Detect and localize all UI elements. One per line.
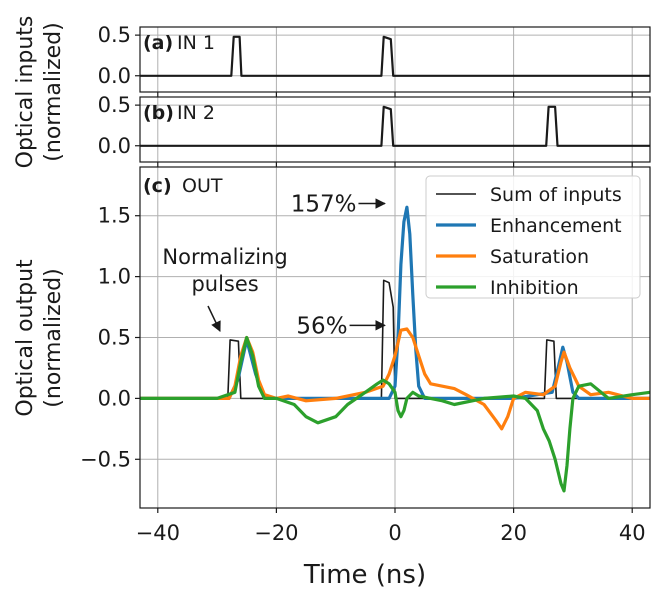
legend-label-inhibition: Inhibition <box>490 277 579 299</box>
legend-label-saturation: Saturation <box>490 246 589 268</box>
legend-label-sum-of-inputs: Sum of inputs <box>490 184 622 206</box>
legend-box <box>425 175 641 299</box>
x-tick-label: −40 <box>136 521 180 545</box>
series-line-sum-of-inputs <box>140 279 650 400</box>
legend-label-enhancement: Enhancement <box>490 215 622 237</box>
panel-a: 0.0 0.5 (a) IN 1 <box>98 23 651 97</box>
panel-a-grid <box>140 27 650 92</box>
panel-a-series <box>140 35 650 77</box>
y-tick-label: 1.5 <box>98 204 131 228</box>
panel-c-ticks: −40 −20 0 20 40 −0.5 0.0 0.5 1.0 1.5 <box>80 204 646 545</box>
y-tick-label: −0.5 <box>80 447 131 471</box>
x-axis-label: Time (ns) <box>303 560 426 590</box>
annotation-label: 157% <box>291 192 357 218</box>
panel-a-frame <box>139 26 651 93</box>
panel-b: 0.0 0.5 (b) IN 2 <box>98 93 651 167</box>
annotation-normalizing-line: Normalizing <box>162 245 287 269</box>
panel-c-series <box>140 205 651 493</box>
panel-b-series <box>140 105 650 147</box>
panel-c: −40 −20 0 20 40 −0.5 0.0 0.5 1.0 1.5 (c) OUT 157%… <box>80 166 651 590</box>
panel-c-label: (c) <box>143 175 172 197</box>
panel-b-title: IN 2 <box>177 102 215 124</box>
panel-b-label: (b) <box>143 102 174 124</box>
panel-a-label: (a) <box>143 32 173 54</box>
panel-b-ticks: 0.0 0.5 <box>98 93 633 167</box>
panel-c-annotations: 157% 56% Normalizing pulses <box>162 192 386 339</box>
legend: Sum of inputs Enhancement Saturation Inhibi… <box>425 175 641 299</box>
x-tick-label: 20 <box>500 521 527 545</box>
y-tick-label: 0.0 <box>98 134 131 158</box>
y-tick-label: 0.5 <box>98 93 131 117</box>
y-tick-label: 1.0 <box>98 265 131 289</box>
ylabel-output: Optical output (normalized) <box>13 259 66 417</box>
x-tick-label: −20 <box>254 521 298 545</box>
ylabel-inputs: Optical inputs (normalized) <box>13 16 66 169</box>
y-tick-label: 0.0 <box>98 64 131 88</box>
series-line-input-1 <box>140 35 650 77</box>
ylabel-output-line1: Optical output <box>13 259 38 417</box>
panel-b-frame <box>139 96 651 163</box>
panel-c-frame <box>139 166 651 509</box>
annotation-label: 56% <box>296 313 347 339</box>
series-line-input-2 <box>140 105 650 147</box>
ylabel-output-line2: (normalized) <box>41 268 66 407</box>
y-tick-label: 0.5 <box>98 23 131 47</box>
series-line-inhibition <box>140 335 651 493</box>
x-tick-label: 40 <box>619 521 646 545</box>
annotation-normalizing-line: pulses <box>191 272 258 296</box>
panel-c-title: OUT <box>182 175 223 197</box>
annotation-arrow <box>207 305 221 333</box>
y-tick-label: 0.5 <box>98 326 131 350</box>
panel-a-ticks: 0.0 0.5 <box>98 23 633 97</box>
x-tick-label: 0 <box>388 521 401 545</box>
ylabel-inputs-line1: Optical inputs <box>13 16 38 169</box>
series-line-saturation <box>140 327 650 431</box>
ylabel-inputs-line2: (normalized) <box>41 22 66 161</box>
panel-b-grid <box>140 97 650 162</box>
y-tick-label: 0.0 <box>98 386 131 410</box>
panel-a-title: IN 1 <box>177 32 215 54</box>
